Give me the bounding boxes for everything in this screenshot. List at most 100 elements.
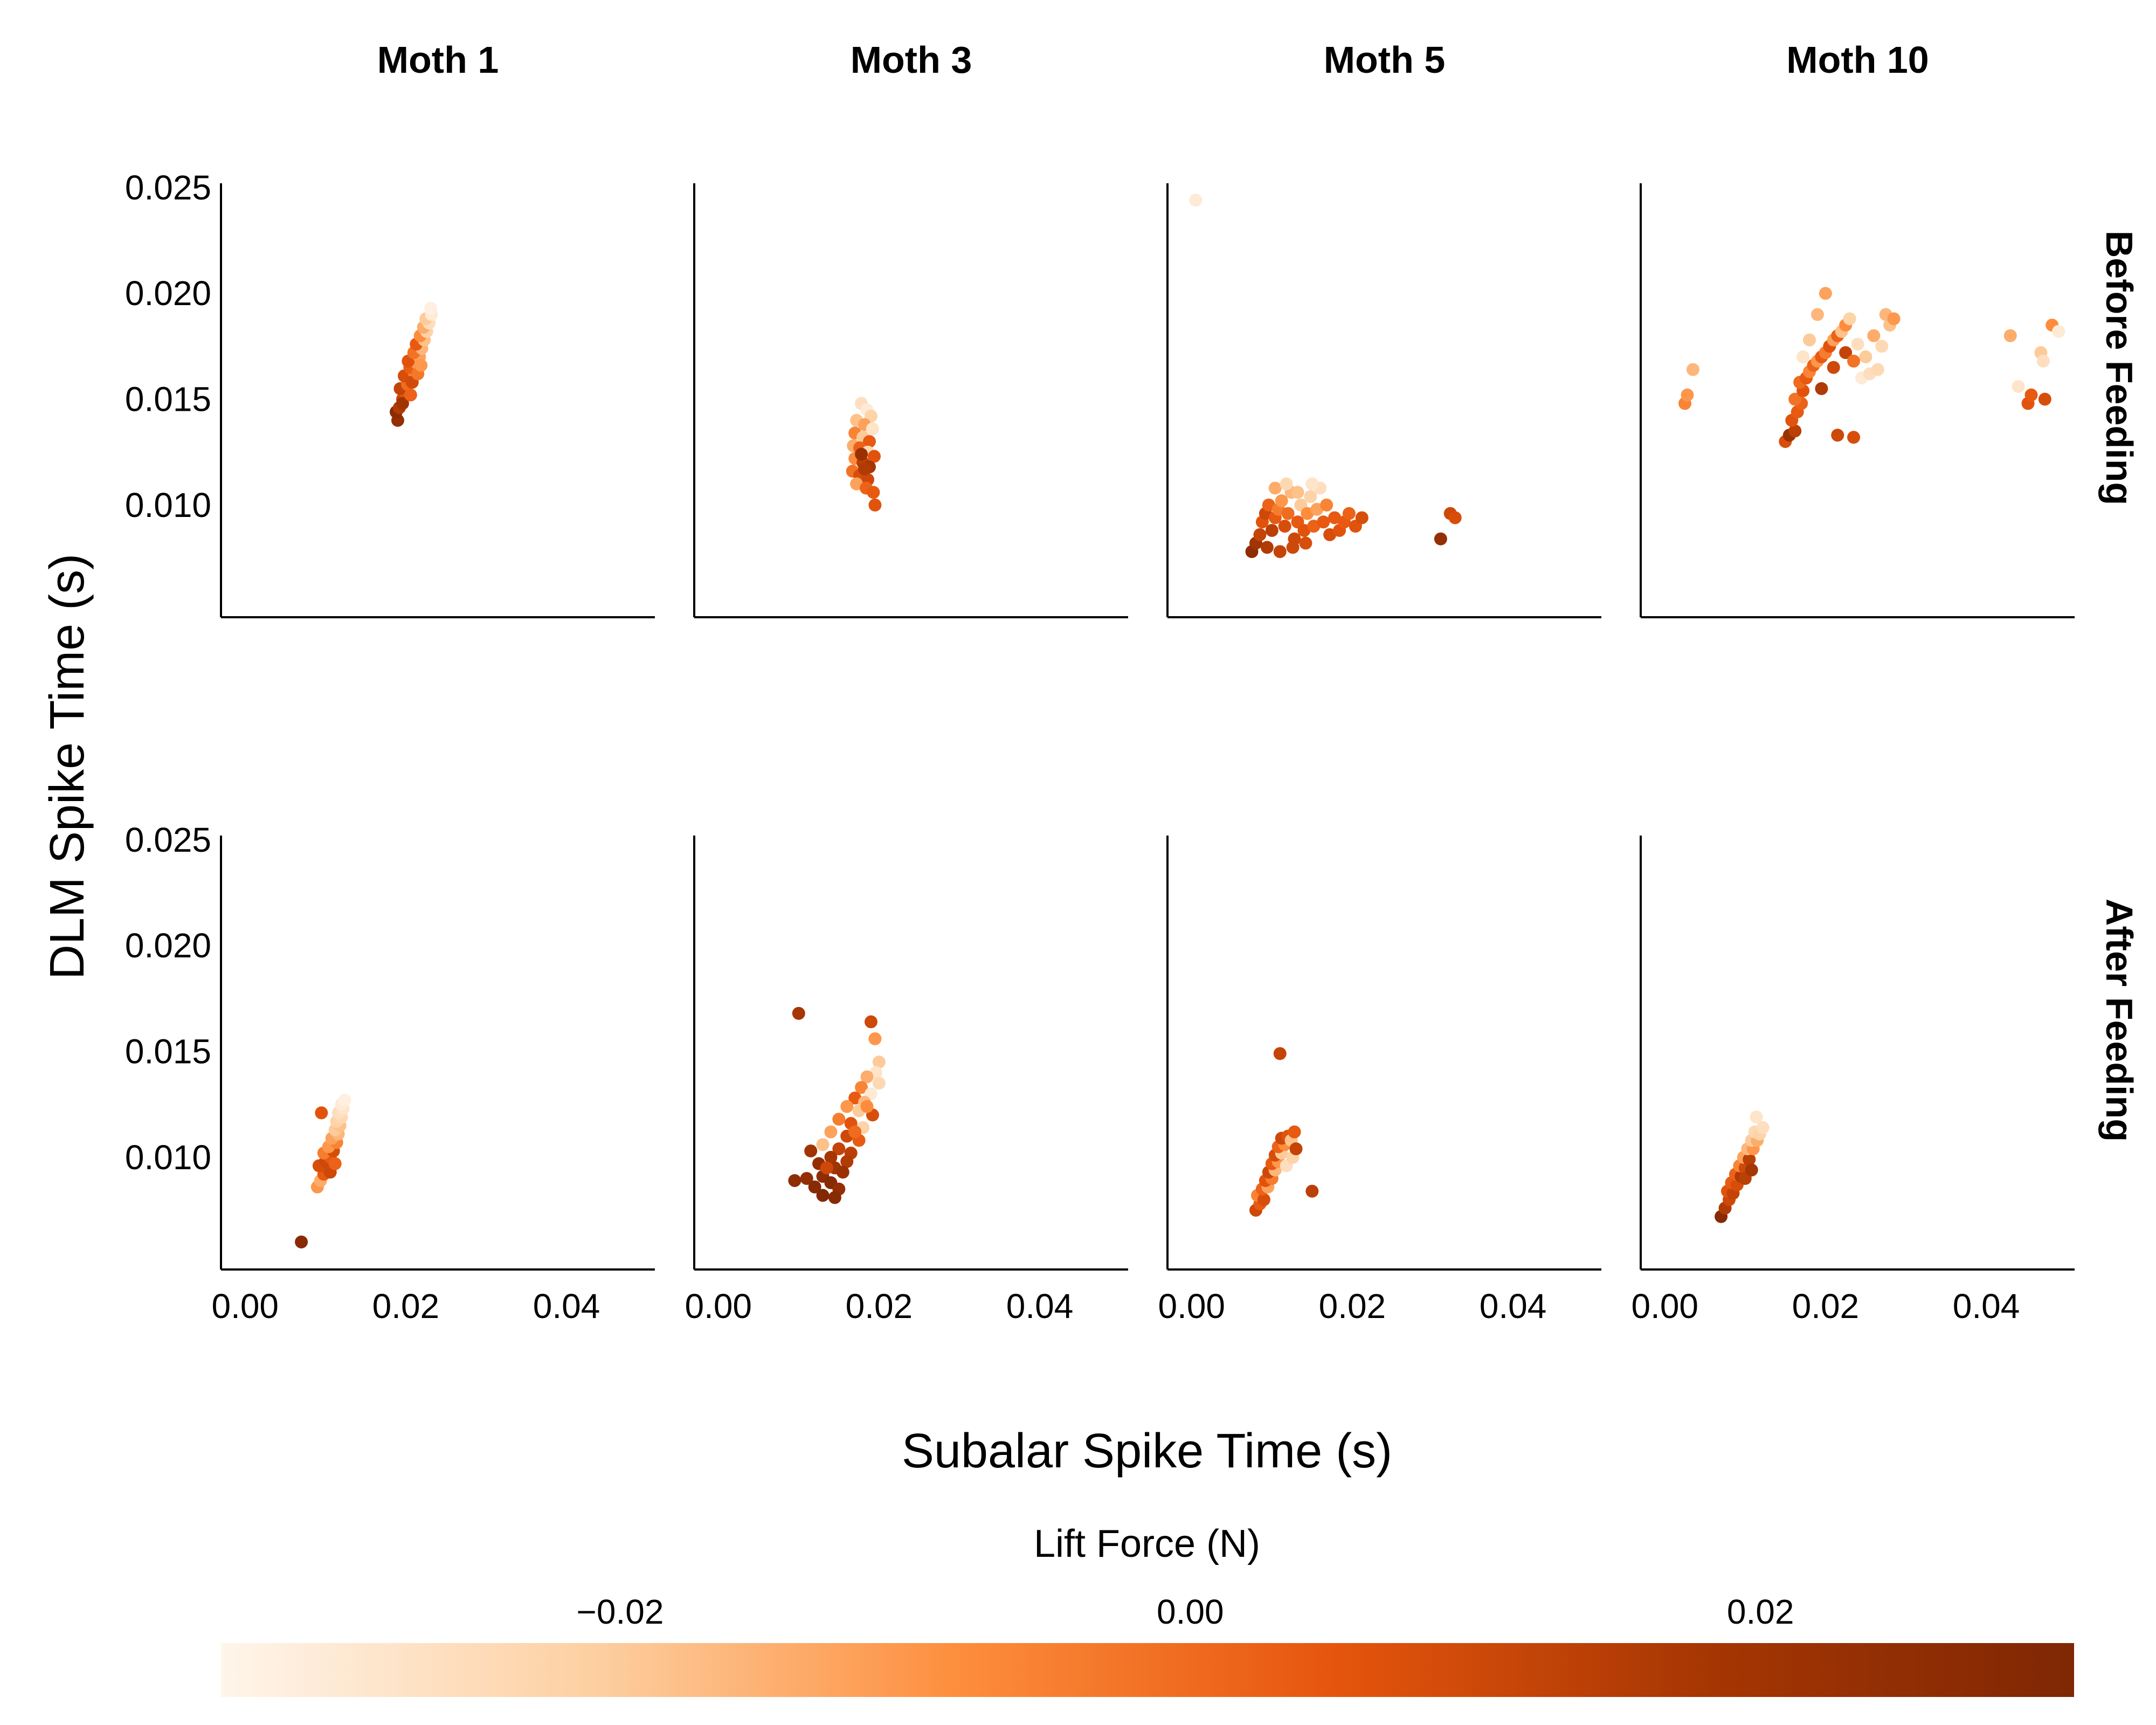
- scatter-point: [840, 1100, 854, 1113]
- scatter-point: [1268, 481, 1282, 495]
- legend-title: Lift Force (N): [1034, 1522, 1260, 1565]
- scatter-point: [1262, 498, 1275, 512]
- scatter-point: [1280, 477, 1293, 491]
- scatter-point: [1278, 520, 1291, 533]
- scatter-point: [1434, 532, 1447, 546]
- scatter-point: [850, 477, 863, 491]
- scatter-point: [1297, 524, 1311, 537]
- y-axis-title: DLM Spike Time (s): [40, 554, 94, 979]
- x-tick-label: 0.00: [1631, 1287, 1698, 1326]
- scatter-point: [1323, 528, 1337, 541]
- x-tick-label: 0.02: [1319, 1287, 1386, 1326]
- scatter-point: [414, 358, 428, 372]
- scatter-point: [792, 1006, 805, 1020]
- scatter-point: [338, 1093, 351, 1107]
- legend-ticks: −0.02 0.00 0.02: [577, 1592, 1794, 1631]
- scatter-point: [1750, 1110, 1763, 1124]
- scatter-point: [816, 1189, 830, 1202]
- scatter-point: [2038, 392, 2051, 406]
- column-title-moth-10: Moth 10: [1786, 39, 1929, 81]
- scatter-point: [1286, 541, 1300, 554]
- scatter-point: [1273, 545, 1287, 558]
- scatter-point: [804, 1144, 818, 1158]
- legend-tick-label: 0.00: [1157, 1592, 1224, 1631]
- scatter-point: [2052, 325, 2065, 338]
- scatter-point: [2003, 329, 2017, 342]
- scatter-point: [872, 1055, 886, 1069]
- scatter-point: [2012, 380, 2025, 393]
- scatter-point: [860, 1100, 874, 1113]
- scatter-point: [1815, 382, 1828, 395]
- column-title-moth-5: Moth 5: [1324, 39, 1446, 81]
- y-tick-label: 0.010: [125, 1138, 211, 1177]
- scatter-point: [1299, 536, 1312, 550]
- panel-moth-10-after-feeding: 0.00 0.02 0.04: [1631, 836, 2075, 1326]
- panel-moth-1-before-feeding: 0.010 0.015 0.020 0.025: [125, 168, 655, 618]
- scatter-point: [1301, 507, 1314, 520]
- scatter-point: [1796, 350, 1810, 363]
- y-tick-label: 0.010: [125, 486, 211, 525]
- scatter-point: [848, 1091, 862, 1105]
- scatter-point: [1448, 511, 1462, 525]
- column-title-moth-1: Moth 1: [377, 39, 499, 81]
- scatter-point: [800, 1172, 813, 1185]
- x-tick-label: 0.02: [846, 1287, 913, 1326]
- scatter-point: [1851, 337, 1864, 351]
- scatter-point: [295, 1235, 308, 1248]
- scatter-point: [1307, 520, 1321, 533]
- y-tick-label: 0.020: [125, 274, 211, 313]
- scatter-point: [1320, 498, 1333, 512]
- scatter-point: [1291, 486, 1304, 499]
- panel-moth-10-before-feeding: [1640, 183, 2075, 618]
- scatter-point: [1288, 1125, 1301, 1138]
- scatter-point: [1281, 507, 1295, 520]
- scatter-point: [1745, 1163, 1758, 1177]
- scatter-point: [1859, 350, 1872, 363]
- scatter-point: [1819, 287, 1832, 300]
- scatter-point: [1273, 1047, 1287, 1060]
- scatter-point: [404, 388, 417, 402]
- scatter-point: [1839, 346, 1853, 360]
- scatter-point: [1304, 490, 1317, 503]
- scatter-point: [1756, 1121, 1770, 1134]
- scatter-point: [848, 1125, 862, 1138]
- scatter-point: [315, 1106, 328, 1120]
- panel-moth-5-before-feeding: [1166, 183, 1601, 618]
- scatter-point: [1887, 312, 1901, 326]
- x-axis-title: Subalar Spike Time (s): [902, 1424, 1392, 1478]
- scatter-point: [816, 1138, 830, 1151]
- row-title-before-feeding: Before Feeding: [2098, 231, 2140, 506]
- colorbar: [221, 1643, 2074, 1697]
- scatter-point: [808, 1180, 821, 1193]
- scatter-point: [1875, 340, 1889, 353]
- scatter-point: [328, 1157, 342, 1170]
- x-tick-label: 0.02: [1792, 1287, 1860, 1326]
- scatter-point: [820, 1161, 833, 1175]
- scatter-point: [1686, 363, 1699, 376]
- x-tick-label: 0.00: [1158, 1287, 1225, 1326]
- scatter-point: [862, 435, 876, 448]
- scatter-point: [1342, 507, 1356, 520]
- scatter-point: [1871, 363, 1884, 376]
- scatter-point: [1260, 541, 1274, 554]
- scatter-point: [788, 1174, 801, 1188]
- scatter-point: [1257, 1193, 1270, 1206]
- scatter-point: [867, 486, 880, 499]
- legend-tick-label: −0.02: [577, 1592, 664, 1631]
- panel-moth-3-before-feeding: [693, 183, 1128, 618]
- scatter-point: [1827, 361, 1840, 374]
- panels-layer: Moth 1 Moth 3 Moth 5 Moth 10 Before Feeding A…: [125, 39, 2140, 1326]
- scatter-point: [868, 498, 882, 512]
- scatter-point: [1305, 477, 1319, 491]
- scatter-point: [1189, 194, 1203, 207]
- x-tick-label: 0.04: [1480, 1287, 1547, 1326]
- scatter-point: [2036, 354, 2050, 368]
- scatter-point: [872, 1077, 886, 1090]
- scatter-point: [1289, 1142, 1303, 1156]
- scatter-point: [2024, 388, 2038, 402]
- scatter-point: [828, 1191, 841, 1204]
- y-tick-label: 0.015: [125, 1032, 211, 1071]
- scatter-point: [867, 450, 881, 463]
- scatter-point: [1788, 424, 1802, 438]
